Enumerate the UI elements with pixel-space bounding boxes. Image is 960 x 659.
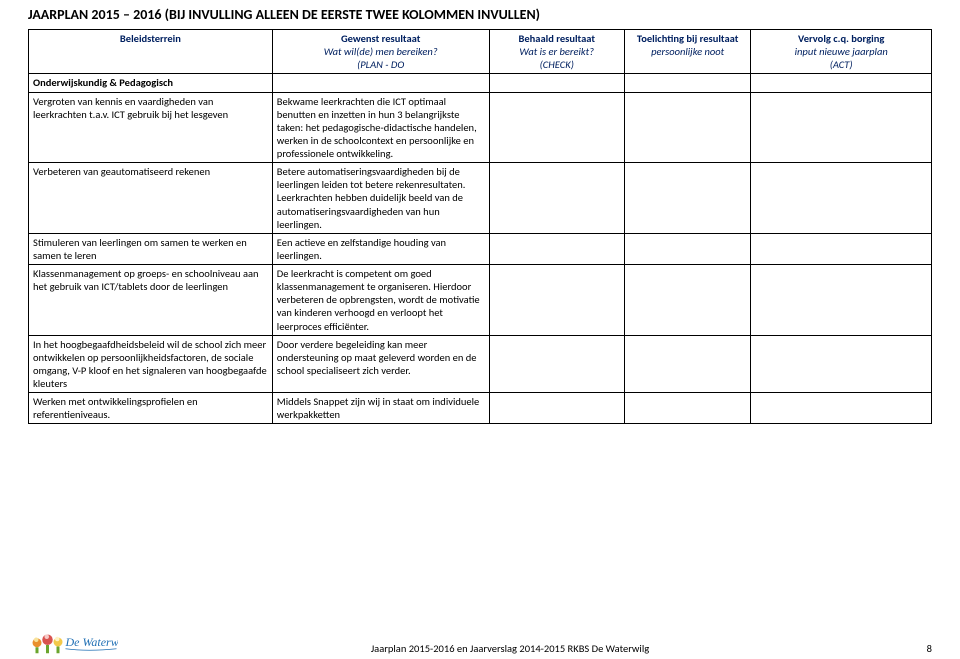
table-row: In het hoogbegaafdheidsbeleid wil de sch…: [29, 335, 932, 393]
logo-waterwilg: De Waterwilg: [28, 617, 118, 655]
cell-toelichting: [624, 393, 750, 424]
cell-vervolg: [751, 265, 932, 336]
cell-behaald: [489, 92, 624, 163]
cell-toelichting: [624, 92, 750, 163]
cell-vervolg: [751, 233, 932, 264]
cell-gewenst: De leerkracht is competent om goed klass…: [272, 265, 489, 336]
header-vervolg: Vervolg c.q. borging input nieuwe jaarpl…: [751, 30, 932, 74]
cell-beleid: Klassenmanagement op groeps- en schoolni…: [29, 265, 273, 336]
cell-vervolg: [751, 163, 932, 234]
table-row: Klassenmanagement op groeps- en schoolni…: [29, 265, 932, 336]
cell-gewenst: Middels Snappet zijn wij in staat om ind…: [272, 393, 489, 424]
table-header-row: Beleidsterrein Gewenst resultaat Wat wil…: [29, 30, 932, 74]
page-title: JAARPLAN 2015 – 2016 (BIJ INVULLING ALLE…: [28, 6, 932, 23]
cell-beleid: Verbeteren van geautomatiseerd rekenen: [29, 163, 273, 234]
cell-beleid: In het hoogbegaafdheidsbeleid wil de sch…: [29, 335, 273, 393]
section-row: Onderwijskundig & Pedagogisch: [29, 74, 932, 92]
header-beleidsterrein: Beleidsterrein: [29, 30, 273, 74]
cell-gewenst: Betere automatiseringsvaardigheden bij d…: [272, 163, 489, 234]
logo-text: De Waterwilg: [65, 635, 119, 649]
cell-beleid: Werken met ontwikkelingsprofielen en ref…: [29, 393, 273, 424]
cell-behaald: [489, 335, 624, 393]
header-toelichting: Toelichting bij resultaat persoonlijke n…: [624, 30, 750, 74]
plan-table: Beleidsterrein Gewenst resultaat Wat wil…: [28, 29, 932, 424]
footer-center-text: Jaarplan 2015-2016 en Jaarverslag 2014-2…: [118, 642, 902, 655]
cell-gewenst: Bekwame leerkrachten die ICT optimaal be…: [272, 92, 489, 163]
cell-behaald: [489, 163, 624, 234]
cell-beleid: Stimuleren van leerlingen om samen te we…: [29, 233, 273, 264]
cell-vervolg: [751, 393, 932, 424]
cell-behaald: [489, 265, 624, 336]
cell-toelichting: [624, 335, 750, 393]
page-footer: De Waterwilg Jaarplan 2015-2016 en Jaarv…: [0, 617, 960, 655]
cell-gewenst: Een actieve en zelfstandige houding van …: [272, 233, 489, 264]
cell-toelichting: [624, 233, 750, 264]
footer-page-number: 8: [902, 642, 932, 655]
table-row: Stimuleren van leerlingen om samen te we…: [29, 233, 932, 264]
section-label: Onderwijskundig & Pedagogisch: [29, 74, 273, 92]
cell-behaald: [489, 393, 624, 424]
cell-behaald: [489, 233, 624, 264]
table-row: Vergroten van kennis en vaardigheden van…: [29, 92, 932, 163]
header-gewenst: Gewenst resultaat Wat wil(de) men bereik…: [272, 30, 489, 74]
header-behaald: Behaald resultaat Wat is er bereikt? (CH…: [489, 30, 624, 74]
cell-vervolg: [751, 92, 932, 163]
cell-toelichting: [624, 265, 750, 336]
cell-vervolg: [751, 335, 932, 393]
cell-toelichting: [624, 163, 750, 234]
table-row: Werken met ontwikkelingsprofielen en ref…: [29, 393, 932, 424]
table-row: Verbeteren van geautomatiseerd rekenen B…: [29, 163, 932, 234]
cell-gewenst: Door verdere begeleiding kan meer onders…: [272, 335, 489, 393]
cell-beleid: Vergroten van kennis en vaardigheden van…: [29, 92, 273, 163]
